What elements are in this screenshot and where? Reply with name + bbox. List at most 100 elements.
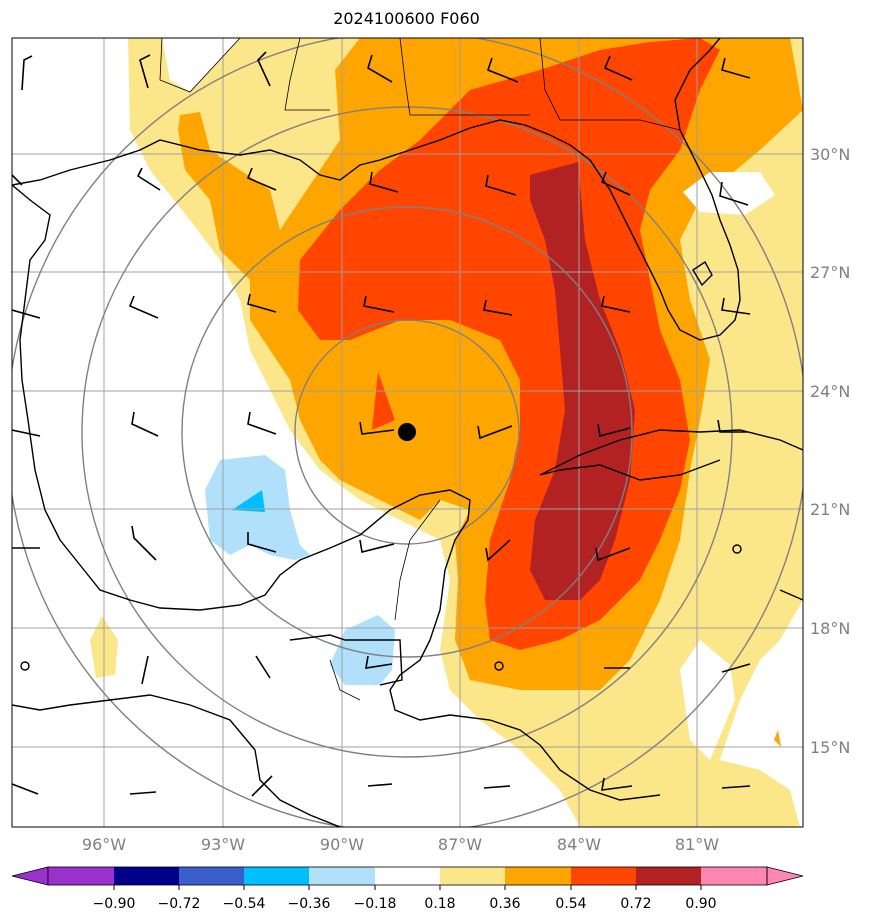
wind-barb [719,181,749,206]
colorbar-tick-label: −0.18 [354,896,397,912]
contour-fill-neg-0.36 [232,490,265,512]
coastlines [12,38,803,827]
border-mexico-guatemala [289,634,403,686]
wind-barb [367,54,393,83]
wind-barb [21,55,33,91]
wind-barb [485,539,511,562]
lon-label: 90°W [320,835,364,854]
colorbar-tick-label: 0.36 [489,896,520,912]
wind-barb [721,663,751,673]
wind-barb [721,785,751,789]
colorbar-segment [48,867,114,885]
wind-barb [477,425,513,440]
contour-fill-small-orange [774,730,781,747]
colorbar-tick-label: −0.36 [288,896,331,912]
wind-barb [597,423,631,437]
colorbar-tick-label: 0.18 [424,896,455,912]
lat-label: 18°N [810,619,850,638]
colorbar-tick-label: −0.54 [223,896,266,912]
range-ring-2 [181,206,633,658]
wind-barb [129,791,157,795]
lat-label: 21°N [810,500,850,519]
wind-barb [603,55,633,81]
wind-barb [12,429,41,437]
lat-labels: 30°N 27°N 24°N 21°N 18°N 15°N [810,145,850,757]
colorbar-segment [114,867,179,885]
wind-barb [139,54,151,89]
wind-barb [251,775,273,797]
wind-barb [487,57,519,83]
colorbar-tick-label: 0.54 [555,896,586,912]
colorbar-segment [636,867,701,885]
wind-barb [257,51,271,87]
wind-barb [247,532,277,553]
colorbar-frame [47,866,768,886]
lat-label: 27°N [810,263,850,282]
contour-fill-small-red [372,372,395,430]
lon-label: 93°W [201,835,245,854]
wind-barb [255,655,271,679]
florida-lake [692,260,713,287]
wind-barb [246,167,277,191]
contour-fill-hole-south [680,640,735,760]
wind-barb [12,174,23,186]
colorbar-extend-low [11,866,49,886]
colorbar-segment [244,867,309,885]
calm-markers [20,544,742,671]
wind-barb [12,309,41,319]
lon-label: 87°W [438,835,482,854]
calm-circle [732,544,742,554]
wind-barb [247,411,277,435]
colorbar-tick-label: 0.72 [620,896,651,912]
colorbar-segment [375,867,440,885]
wind-barb [483,299,513,316]
colorbar: −0.90 −0.72 −0.54 −0.36 −0.18 0.18 0.36 … [11,866,804,912]
storm-center-marker [398,423,416,441]
wind-barb [600,171,631,196]
colorbar-segment [571,867,636,885]
texas-mexico-coast [12,184,661,801]
lat-label: 30°N [810,145,850,164]
map-area [12,38,803,827]
graticule [12,38,803,827]
colorbar-segment [440,867,505,885]
wind-barb [367,783,393,787]
wind-barb [369,171,399,193]
wind-barb [131,525,157,561]
state-borders [159,38,681,131]
hispaniola-west [779,589,803,601]
wind-barb [141,655,149,685]
lat-label: 24°N [810,382,850,401]
lon-labels: 96°W 93°W 90°W 87°W 84°W 81°W [82,835,719,854]
calm-circle [20,661,30,671]
yucatan-state-lines [329,499,441,701]
wind-barb [721,57,751,79]
lon-label: 81°W [675,835,719,854]
lon-label: 96°W [82,835,126,854]
map-frame [11,37,804,828]
wind-barb [601,295,631,313]
range-ring-1 [294,319,520,545]
wind-barb [601,777,633,791]
colorbar-segment [505,867,571,885]
plot-title: 2024100600 F060 [333,9,480,28]
contour-fill-neg-0.18-b [330,615,395,685]
colorbar-segment [701,867,767,885]
calm-circle [494,661,504,671]
central-america-pacific-coast [12,694,341,827]
wind-barb [359,539,395,553]
colorbar-extend-high [766,866,804,886]
wind-barb [485,174,517,196]
wind-barb [595,547,631,562]
wind-barb [247,293,277,313]
wind-barb [483,785,511,789]
wind-barb [721,297,751,315]
colorbar-tick-label: −0.90 [93,896,136,912]
wind-barb [359,421,395,435]
wind-barb [128,295,159,319]
colorbar-segment [309,867,375,885]
wind-barb [363,295,395,313]
wind-barb [131,411,159,437]
lon-label: 84°W [557,835,601,854]
